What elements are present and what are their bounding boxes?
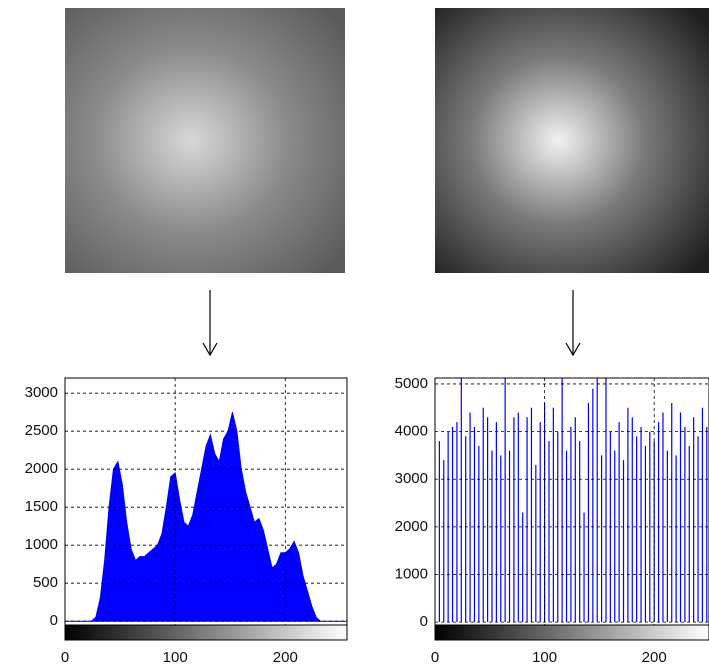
x-tick-label: 200 xyxy=(642,649,667,666)
y-tick-label: 1500 xyxy=(25,498,58,515)
plot-area xyxy=(435,374,709,625)
colorbar xyxy=(435,625,709,640)
colorbar xyxy=(65,625,347,640)
y-tick-label: 2500 xyxy=(25,422,58,439)
x-tick-label: 200 xyxy=(273,649,298,666)
figure: 0500100015002000250030000100200010002000… xyxy=(0,0,709,666)
y-tick-label: 1000 xyxy=(395,565,428,582)
arrows xyxy=(203,290,580,355)
x-tick-label: 0 xyxy=(431,649,439,666)
y-tick-label: 500 xyxy=(33,574,58,591)
y-tick-label: 4000 xyxy=(395,423,428,440)
input-image xyxy=(65,8,345,273)
x-tick-label: 0 xyxy=(61,649,69,666)
x-tick-label: 100 xyxy=(532,649,557,666)
y-tick-label: 0 xyxy=(420,613,428,630)
y-tick-label: 1000 xyxy=(25,536,58,553)
y-tick-label: 3000 xyxy=(395,470,428,487)
y-tick-label: 3000 xyxy=(25,384,58,401)
y-tick-label: 0 xyxy=(50,612,58,629)
x-tick-label: 100 xyxy=(163,649,188,666)
y-tick-label: 2000 xyxy=(395,518,428,535)
equalized-image xyxy=(435,8,709,273)
y-tick-label: 2000 xyxy=(25,460,58,477)
plot-area xyxy=(65,378,347,625)
y-tick-label: 5000 xyxy=(395,375,428,392)
